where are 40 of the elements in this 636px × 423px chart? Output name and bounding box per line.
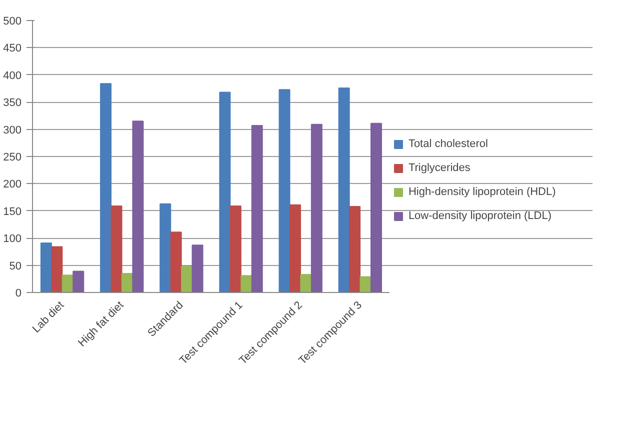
bar [349,206,361,292]
bar [310,124,322,292]
y-tick-label: 50 [9,260,22,272]
bar [100,83,112,292]
bar [370,122,382,292]
legend-label: Triglycerides [408,162,470,174]
x-tick-label: Lab diet [30,299,67,336]
y-tick-label: 250 [3,152,22,164]
y-tick-label: 100 [3,233,22,246]
y-tick-label: 500 [3,16,22,28]
legend-label: Low-density lipoprotein (LDL) [408,210,552,222]
bar [40,242,52,292]
bar [360,276,372,292]
legend-label: Total cholesterol [408,138,488,150]
legend-label: High-density lipoprotein (HDL) [408,186,556,198]
y-tick-label: 150 [3,206,22,218]
bar [219,92,231,292]
bar [72,270,84,292]
bar [110,206,122,292]
bar [300,274,312,292]
y-tick-label: 300 [3,124,22,136]
bar [278,89,290,292]
y-tick-label: 0 [15,288,22,300]
bar [338,87,350,292]
bar [160,203,172,292]
bar [230,206,242,292]
bar [170,232,182,292]
bar [240,275,252,292]
y-tick-label: 400 [3,70,22,82]
bar [62,274,74,292]
bar [251,124,263,292]
x-tick-label: High fat diet [76,299,126,350]
bar [192,244,204,292]
bar [289,204,301,292]
y-tick-label: 200 [3,178,22,191]
y-tick-label: 350 [3,97,22,110]
y-tick-label: 450 [3,42,22,55]
bar [51,246,63,292]
bar [181,266,193,292]
bar [132,120,144,292]
